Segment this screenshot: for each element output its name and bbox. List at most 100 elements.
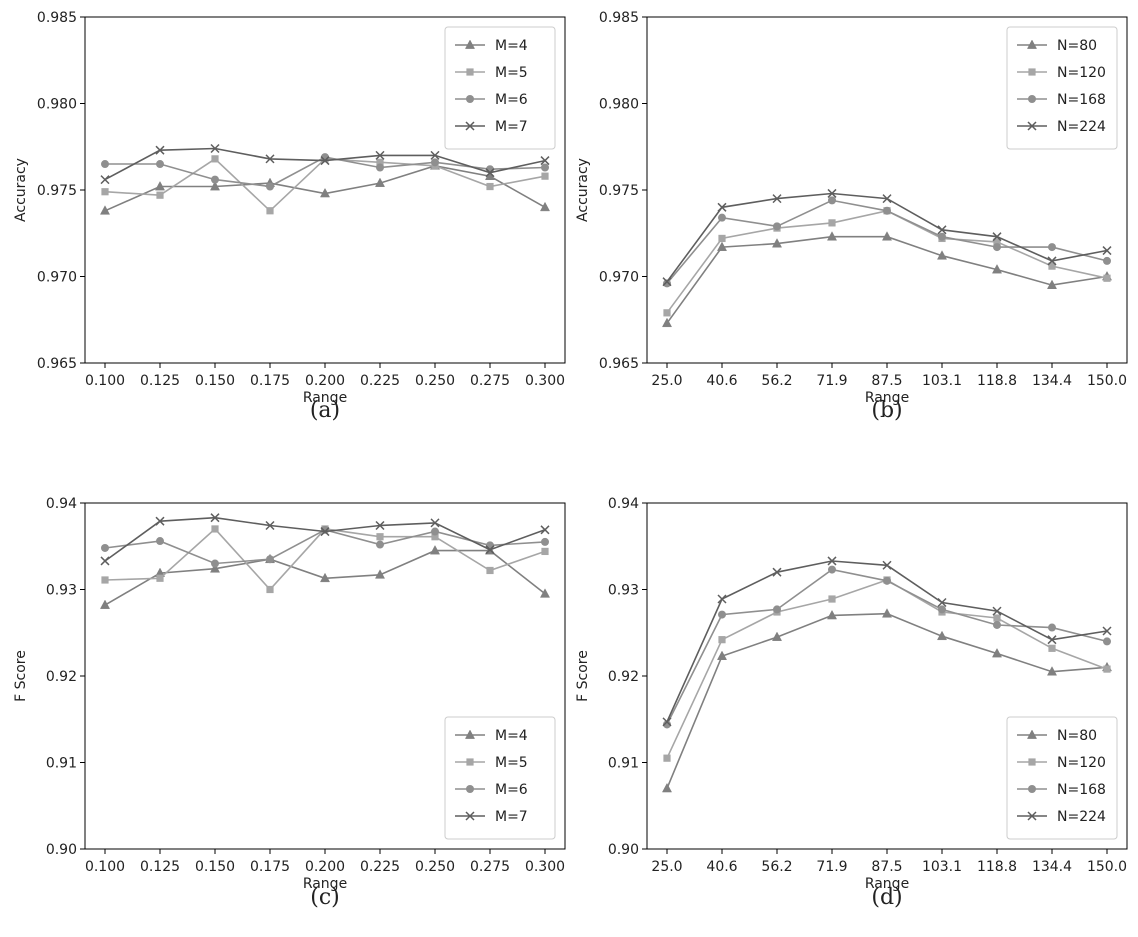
- data-point: [101, 160, 109, 169]
- legend-marker: [465, 121, 475, 131]
- data-point: [539, 588, 551, 598]
- x-tick-label: 0.300: [525, 859, 565, 875]
- data-point: [772, 567, 782, 577]
- data-point: [826, 231, 838, 241]
- data-point: [1048, 623, 1056, 632]
- x-tick-label: 118.8: [977, 373, 1017, 389]
- legend-box: [444, 26, 556, 150]
- y-tick-label: 0.93: [46, 583, 77, 599]
- x-tick-label: 0.300: [525, 373, 565, 389]
- data-point: [937, 225, 947, 235]
- data-point: [718, 636, 726, 644]
- data-point: [993, 614, 1001, 622]
- legend-label: M=4: [495, 728, 528, 744]
- data-point: [1102, 626, 1112, 636]
- series-m-7: [100, 143, 550, 185]
- data-point: [319, 572, 331, 583]
- data-point: [1102, 246, 1112, 256]
- data-point: [938, 232, 946, 241]
- series-line: [666, 209, 1108, 314]
- legend: M=4 M=5 M=6 M=7: [444, 26, 556, 150]
- data-point: [374, 569, 386, 579]
- data-point: [718, 234, 726, 243]
- x-tick-label: 25.0: [651, 859, 682, 875]
- data-point: [1103, 637, 1111, 646]
- legend-label: N=80: [1057, 728, 1097, 744]
- y-tick-label: 0.94: [608, 496, 639, 512]
- y-tick-label: 0.970: [37, 270, 77, 286]
- y-axis-label: Accuracy: [575, 158, 591, 222]
- legend-marker: [464, 39, 476, 49]
- data-point: [1103, 274, 1111, 282]
- y-tick-label: 0.965: [599, 356, 639, 372]
- chart-panel-d: 0.90 0.91 0.92 0.93 0.94 25.0 40.6 56.2 71.9 87.5…: [575, 496, 1128, 910]
- x-axis-label: Range: [303, 876, 347, 892]
- x-tick-label: 87.5: [871, 859, 902, 875]
- x-tick-label: 0.225: [360, 373, 400, 389]
- legend-box: [1006, 716, 1118, 840]
- data-point: [938, 605, 946, 614]
- x-tick-label: 0.125: [140, 859, 180, 875]
- legend-label: N=224: [1057, 119, 1106, 135]
- panel-caption: (a): [310, 398, 340, 423]
- chart-panel-a: 0.965 0.970 0.975 0.980 0.985 0.100 0.125 0.150…: [13, 10, 566, 423]
- x-tick-label: 71.9: [816, 373, 847, 389]
- legend-label: M=5: [495, 65, 528, 81]
- data-point: [1046, 279, 1058, 289]
- data-point: [1048, 243, 1056, 252]
- series-m-5: [101, 525, 549, 594]
- legend-label: N=224: [1057, 809, 1106, 825]
- x-tick-label: 0.100: [85, 373, 125, 389]
- x-tick-label: 150.0: [1087, 859, 1127, 875]
- y-tick-label: 0.975: [37, 183, 77, 199]
- chart-panel-b: 0.965 0.970 0.975 0.980 0.985 25.0 40.6 56.2 71.…: [575, 10, 1128, 423]
- legend-marker: [465, 811, 475, 821]
- legend-label: M=7: [495, 119, 528, 135]
- data-point: [431, 158, 439, 167]
- series-m-5: [101, 155, 549, 215]
- data-point: [1103, 256, 1111, 265]
- x-tick-label: 0.200: [305, 859, 345, 875]
- x-tick-label: 0.275: [470, 859, 510, 875]
- legend: N=80 N=120 N=168 N=224: [1006, 26, 1118, 150]
- panel-caption: (b): [871, 398, 902, 423]
- x-tick-label: 134.4: [1032, 373, 1072, 389]
- data-point: [154, 181, 166, 191]
- data-point: [772, 194, 782, 204]
- data-point: [827, 556, 837, 566]
- data-point: [663, 720, 671, 729]
- data-point: [716, 241, 728, 251]
- data-point: [374, 177, 386, 187]
- series-n-80: [661, 608, 1113, 793]
- data-point: [828, 595, 836, 603]
- data-point: [210, 513, 220, 523]
- data-point: [376, 158, 384, 166]
- series-n-80: [661, 231, 1113, 328]
- data-point: [265, 520, 275, 531]
- data-point: [540, 525, 550, 535]
- series-line: [104, 516, 546, 562]
- legend-label: M=6: [495, 92, 528, 108]
- series-m-6: [101, 153, 549, 191]
- x-axis-label: Range: [865, 876, 909, 892]
- y-tick-label: 0.980: [599, 97, 639, 113]
- data-point: [266, 555, 274, 564]
- data-point: [319, 187, 331, 198]
- data-point: [155, 516, 165, 526]
- x-tick-label: 0.100: [85, 859, 125, 875]
- data-point: [156, 191, 164, 199]
- x-tick-label: 150.0: [1087, 373, 1127, 389]
- data-point: [209, 181, 221, 191]
- data-point: [485, 545, 495, 555]
- data-point: [882, 560, 892, 570]
- data-point: [266, 182, 274, 191]
- data-point: [265, 154, 275, 164]
- chart-panel-c: 0.90 0.91 0.92 0.93 0.94 0.100 0.125 0.150 0.175…: [13, 496, 566, 910]
- data-point: [1047, 256, 1057, 266]
- data-point: [320, 156, 330, 166]
- data-point: [541, 537, 549, 546]
- x-tick-label: 118.8: [977, 859, 1017, 875]
- data-point: [827, 188, 837, 198]
- y-tick-label: 0.91: [46, 756, 77, 772]
- legend-marker: [1027, 121, 1037, 131]
